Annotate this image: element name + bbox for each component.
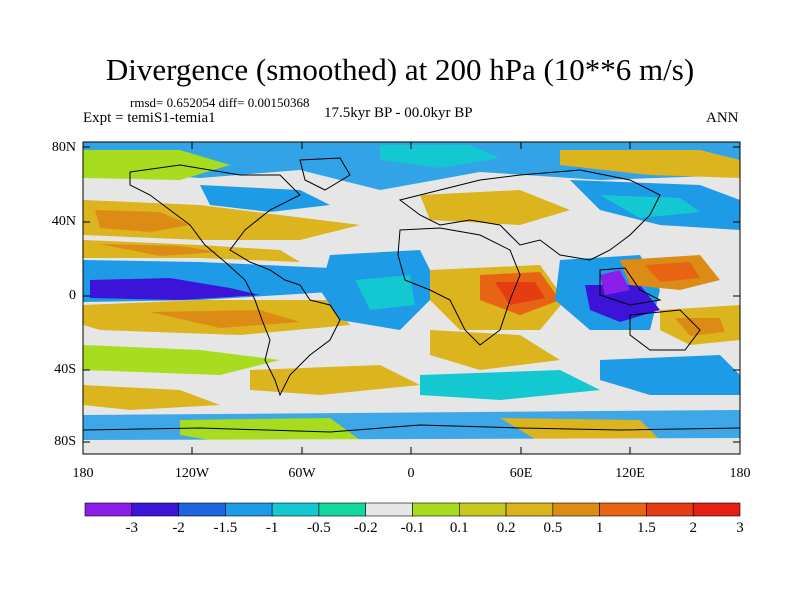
colorbar-label: -0.5 — [307, 520, 331, 536]
experiment-label: Expt = temiS1-temia1 — [83, 110, 216, 126]
colorbar-label: 0.5 — [543, 520, 563, 536]
lon-label-120w: 120W — [174, 466, 210, 481]
colorbar-label: -0.2 — [353, 520, 378, 536]
lat-label-80s: 80S — [54, 434, 76, 449]
lat-label-0: 0 — [69, 288, 76, 303]
lat-label-40s: 40S — [54, 362, 76, 377]
lon-label-60e: 60E — [509, 466, 533, 481]
lon-label-120e: 120E — [615, 466, 645, 481]
lon-label-180e: 180 — [729, 466, 751, 481]
colorbar-swatch — [458, 502, 507, 517]
lon-label-60w: 60W — [288, 466, 316, 481]
period-label: 17.5kyr BP - 00.0kyr BP — [324, 105, 473, 121]
colorbar — [84, 502, 741, 517]
colorbar-label: -3 — [125, 520, 139, 536]
colorbar-swatch — [318, 502, 367, 517]
colorbar-label: -1.5 — [213, 520, 238, 536]
stats-label: rmsd= 0.652054 diff= 0.00150368 — [130, 95, 310, 110]
lat-label-40n: 40N — [51, 214, 76, 229]
colorbar-label: -1 — [265, 520, 279, 536]
colorbar-swatch — [552, 502, 600, 517]
colorbar-swatch — [271, 502, 320, 517]
colorbar-label: -0.1 — [400, 520, 425, 536]
colorbar-swatch — [225, 502, 273, 517]
season-label: ANN — [706, 110, 739, 126]
colorbar-label: 1 — [595, 520, 604, 536]
colorbar-swatch — [131, 502, 179, 517]
colorbar-swatch — [412, 502, 460, 517]
figure-title: Divergence (smoothed) at 200 hPa (10**6 … — [105, 52, 695, 87]
colorbar-swatch — [178, 502, 226, 517]
coastlines — [83, 157, 740, 433]
colorbar-label: 0.2 — [496, 520, 516, 536]
colorbar-label: 0.1 — [449, 520, 469, 536]
lat-label-80n: 80N — [51, 140, 76, 155]
colorbar-swatch — [692, 502, 741, 517]
lon-label-180w: 180 — [72, 466, 94, 481]
colorbar-label: 3 — [736, 520, 744, 536]
colorbar-swatch — [599, 502, 647, 517]
colorbar-label: 2 — [689, 520, 697, 536]
divergence-field — [83, 142, 740, 454]
lat-ticks — [83, 146, 740, 443]
colorbar-swatch — [365, 502, 413, 517]
colorbar-label: 1.5 — [637, 520, 656, 536]
colorbar-swatch — [84, 502, 133, 517]
lon-ticks — [82, 142, 631, 454]
colorbar-swatch — [646, 502, 694, 517]
colorbar-swatch — [505, 502, 554, 517]
colorbar-label: -2 — [172, 520, 185, 536]
lon-label-0: 0 — [407, 466, 415, 481]
